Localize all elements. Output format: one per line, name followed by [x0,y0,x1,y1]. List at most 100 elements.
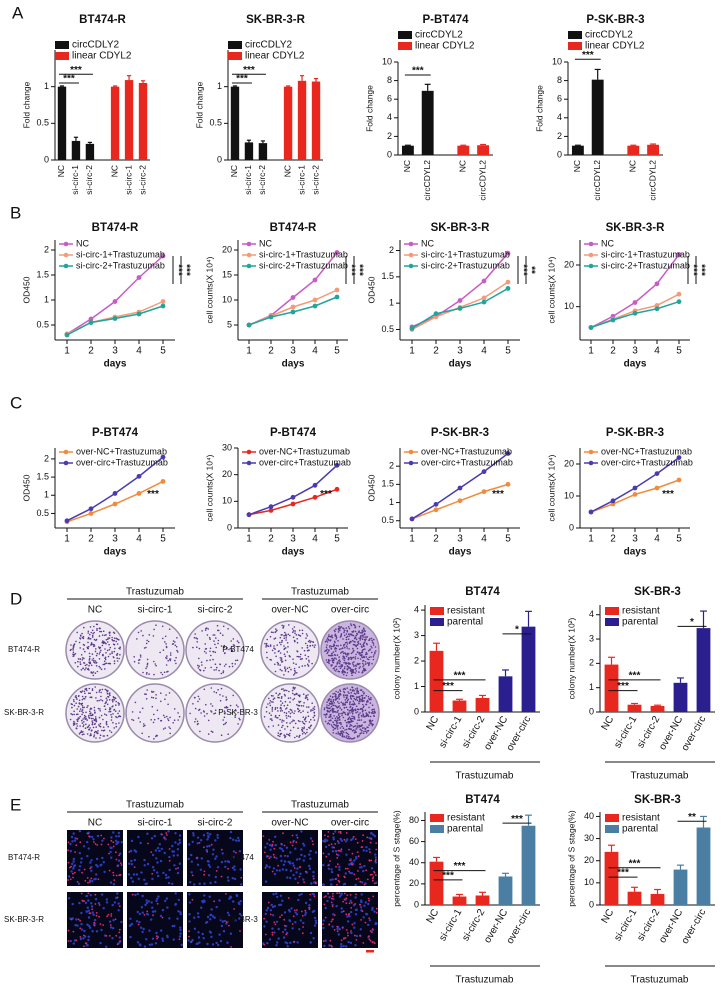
nucleus [159,859,163,863]
colony [294,671,297,673]
colony [349,667,351,669]
legend-marker [588,449,594,455]
colony [215,691,218,694]
colony [98,635,101,637]
colony [235,709,237,712]
colony [360,652,362,654]
y-tick-label: 2 [589,658,594,668]
edu-positive [163,837,166,839]
colony [298,666,301,668]
nucleus [329,878,332,882]
colony [95,737,97,739]
colony [296,638,299,640]
nucleus [324,838,327,841]
colony [342,638,344,640]
colony [359,662,361,665]
edu-positive [203,873,206,876]
nucleus [198,882,201,885]
edu-positive [283,918,286,921]
colony [82,706,84,709]
edu-positive [67,929,70,932]
colony [326,652,328,655]
nucleus [171,882,174,885]
nucleus [212,848,215,851]
edu-positive [359,904,362,906]
colony [272,725,275,727]
x-axis-label: days [449,359,472,370]
x-tick-label: NC [628,160,638,172]
colony [73,704,76,707]
edu-positive [156,937,158,940]
data-point [481,295,487,301]
x-axis-label: days [282,547,305,558]
colony [156,709,159,712]
colony [341,714,343,717]
nucleus [218,899,221,902]
edu-positive [156,902,159,905]
legend-label: over-NC+Trastuzumab [259,446,350,456]
x-tick-label: circCDYL2 [592,160,602,201]
colony [99,651,101,653]
nucleus [298,857,301,861]
colony [332,729,335,731]
colony [357,719,359,721]
colony [78,703,81,705]
colony [281,669,283,672]
nucleus [94,898,98,901]
nucleus [367,923,370,927]
nucleus [103,870,106,874]
x-tick-label: 1 [246,534,252,545]
data-point [268,504,274,510]
colony [213,669,215,671]
edu-positive [327,864,330,867]
colony [330,664,333,666]
colony [366,662,369,664]
edu-positive [83,900,86,902]
column-label: over-circ [331,818,369,829]
nucleus [276,941,279,944]
colony [339,652,342,654]
colony [347,691,349,693]
significance-label: *** [629,858,641,869]
nucleus [158,843,161,846]
colony [146,665,148,668]
nucleus [224,865,227,869]
edu-positive [346,894,349,896]
colony [84,650,86,653]
colony [91,629,94,632]
nucleus [278,847,282,850]
edu-positive [68,866,71,869]
edu-positive [371,941,374,944]
nucleus [350,838,353,842]
colony [333,711,336,713]
colony [74,662,77,664]
data-point [312,494,318,500]
colony [99,722,102,725]
colony [337,709,339,712]
edu-positive [271,870,274,873]
colony [295,663,297,665]
colony [98,665,100,668]
y-tick-label: 30 [222,442,232,452]
edu-positive [370,837,373,840]
data-point [334,287,340,293]
colony [371,719,374,722]
colony [208,636,211,639]
colony [169,659,172,662]
colony [342,688,345,691]
x-tick-label: circCDYL2 [647,160,657,201]
data-point [112,316,118,321]
nucleus [206,845,209,848]
colony [354,708,357,711]
colony [349,721,352,723]
colony [343,643,345,646]
nucleus [196,836,200,839]
edu-positive [277,864,280,867]
nucleus [96,865,99,868]
colony [307,664,310,667]
edu-positive [83,934,85,937]
edu-positive [110,839,113,842]
nucleus [322,863,325,867]
colony [93,659,95,662]
x-axis-label: days [282,359,305,370]
